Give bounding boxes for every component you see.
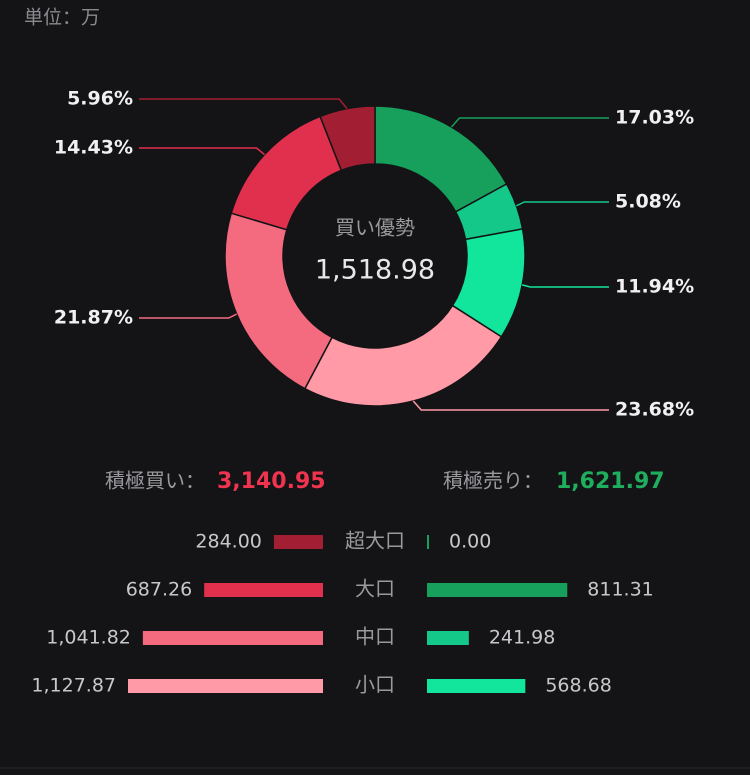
sell-value: 241.98 <box>489 627 555 649</box>
buy-bar <box>128 679 323 693</box>
slice-label: 17.03% <box>615 107 694 129</box>
leader-line <box>139 313 238 319</box>
leader-line <box>522 284 609 288</box>
buy-value: 1,041.82 <box>46 627 131 649</box>
sell-bar <box>427 583 568 597</box>
buy-value: 1,127.87 <box>31 675 116 697</box>
slice-label: 11.94% <box>615 276 694 298</box>
unit-label: 単位：万 <box>24 7 100 29</box>
buy-bar <box>142 631 323 645</box>
donut-slice <box>303 304 503 407</box>
leader-line <box>516 201 609 207</box>
sell-value: 0.00 <box>449 531 491 553</box>
slice-label: 14.43% <box>54 137 133 159</box>
buy-value: 687.26 <box>126 579 192 601</box>
slice-label: 5.96% <box>67 88 133 110</box>
sell-value: 568.68 <box>545 675 611 697</box>
category-label: 中口 <box>355 625 395 649</box>
sell-total: 1,621.97 <box>556 469 665 494</box>
buy-bar <box>273 535 323 549</box>
center-title: 買い優勢 <box>335 216 415 240</box>
sell-bar <box>427 631 469 645</box>
slice-label: 5.08% <box>615 191 681 213</box>
donut-slice <box>319 105 376 172</box>
sell-bar <box>427 679 526 693</box>
donut-slice <box>230 115 343 231</box>
leader-line <box>450 117 609 128</box>
center-value: 1,518.98 <box>315 255 435 286</box>
sell-total-name: 積極売り： <box>443 469 543 493</box>
buy-value: 284.00 <box>195 531 261 553</box>
category-label: 超大口 <box>345 529 405 553</box>
buy-total-name: 積極買い： <box>105 469 205 493</box>
buy-total: 3,140.95 <box>217 469 326 494</box>
donut-slice <box>224 212 334 390</box>
slice-label: 21.87% <box>54 307 133 329</box>
category-label: 小口 <box>355 673 395 697</box>
leader-line <box>139 98 348 110</box>
sell-value: 811.31 <box>587 579 653 601</box>
sell-bar <box>427 535 429 549</box>
category-label: 大口 <box>355 577 395 601</box>
buy-bar <box>204 583 323 597</box>
leader-line <box>412 400 609 411</box>
slice-label: 23.68% <box>615 399 694 421</box>
leader-line <box>139 147 265 156</box>
